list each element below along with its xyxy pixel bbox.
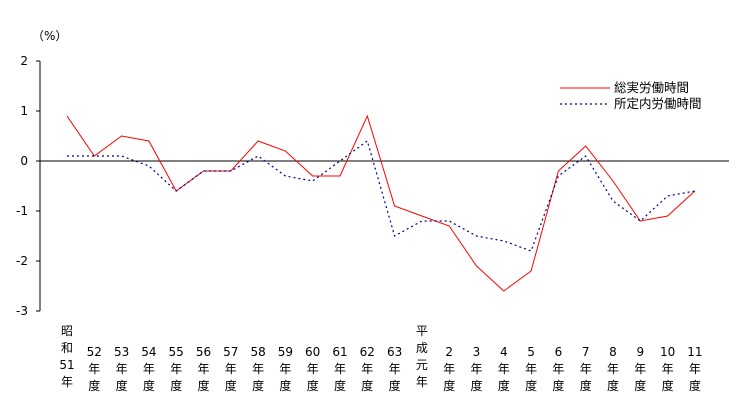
y-axis-unit-label: （%） — [32, 29, 67, 43]
y-axis-ticks: 2 1 0 -1 -2 -3 — [16, 54, 40, 318]
x-tick-label: 62 — [360, 345, 375, 359]
legend-label-scheduled: 所定内労働時間 — [614, 96, 702, 111]
x-tick-label: 4 — [500, 345, 508, 359]
x-tick-label: 年 — [470, 362, 482, 376]
x-tick-label: 52 — [87, 345, 102, 359]
series-line-total — [66, 114, 696, 292]
x-tick-label: 60 — [305, 345, 320, 359]
x-tick-label: 57 — [223, 345, 238, 359]
x-tick-label: 年 — [307, 362, 319, 376]
x-tick-label: 度 — [143, 378, 155, 393]
x-tick-label: 平 — [416, 324, 428, 338]
x-tick-label: 9 — [636, 345, 644, 359]
x-tick-label: 年 — [689, 362, 701, 376]
y-tick-label: -1 — [16, 204, 28, 218]
x-tick-label: 成 — [416, 341, 428, 355]
x-tick-label: 年 — [525, 362, 537, 376]
legend: 総実労働時間 所定内労働時間 — [560, 80, 702, 111]
x-tick-label: 度 — [607, 378, 619, 393]
x-tick-label: 61 — [332, 345, 347, 359]
x-tick-label: 度 — [525, 378, 537, 393]
x-tick-label: 年 — [279, 362, 291, 376]
x-tick-label: 11 — [687, 345, 702, 359]
x-tick-label: 年 — [552, 362, 564, 376]
x-tick-label: 度 — [170, 378, 182, 393]
x-tick-label: 度 — [552, 378, 564, 393]
x-tick-label: 年 — [389, 362, 401, 376]
x-tick-label: 年 — [252, 362, 264, 376]
x-tick-label: 56 — [196, 345, 211, 359]
x-tick-label: 63 — [387, 345, 402, 359]
y-tick-label: 1 — [20, 104, 28, 118]
x-tick-label: 8 — [609, 345, 617, 359]
x-tick-label: 度 — [498, 378, 510, 393]
x-tick-label: 2 — [445, 345, 453, 359]
x-tick-label: 元 — [416, 358, 428, 372]
x-tick-label: 度 — [88, 378, 100, 393]
x-tick-label: 年 — [498, 362, 510, 376]
x-tick-label: 59 — [278, 345, 293, 359]
x-tick-label: 年 — [61, 375, 73, 389]
x-tick-label: 年 — [116, 362, 128, 376]
x-tick-label: 度 — [334, 378, 346, 393]
x-tick-label: 51 — [59, 358, 74, 372]
x-tick-label: 度 — [361, 378, 373, 393]
x-tick-label: 昭 — [61, 324, 73, 338]
x-axis-labels: 昭和51年52年度53年度54年度55年度56年度57年度58年度59年度60年… — [59, 324, 702, 393]
x-tick-label: 53 — [114, 345, 129, 359]
x-tick-label: 6 — [555, 345, 563, 359]
y-tick-label: 0 — [20, 154, 28, 168]
x-tick-label: 年 — [225, 362, 237, 376]
x-tick-label: 度 — [307, 378, 319, 393]
x-tick-label: 54 — [141, 345, 156, 359]
x-tick-label: 度 — [279, 378, 291, 393]
x-tick-label: 5 — [527, 345, 535, 359]
x-tick-label: 年 — [361, 362, 373, 376]
y-tick-label: -2 — [16, 254, 28, 268]
x-tick-label: 度 — [443, 378, 455, 393]
x-tick-label: 年 — [197, 362, 209, 376]
x-tick-label: 7 — [582, 345, 590, 359]
x-tick-label: 年 — [662, 362, 674, 376]
series-line-scheduled — [67, 140, 696, 252]
x-tick-label: 年 — [170, 362, 182, 376]
x-tick-label: 度 — [116, 378, 128, 393]
x-tick-label: 度 — [662, 378, 674, 393]
y-tick-label: 2 — [20, 54, 28, 68]
x-tick-label: 度 — [225, 378, 237, 393]
series-lines — [66, 114, 696, 292]
x-tick-label: 10 — [660, 345, 675, 359]
x-tick-label: 年 — [607, 362, 619, 376]
axes — [39, 61, 729, 311]
x-tick-label: 度 — [689, 378, 701, 393]
x-tick-label: 年 — [416, 375, 428, 389]
x-tick-label: 度 — [389, 378, 401, 393]
x-tick-label: 度 — [252, 378, 264, 393]
x-tick-label: 3 — [473, 345, 481, 359]
x-tick-label: 年 — [143, 362, 155, 376]
y-tick-label: -3 — [16, 304, 28, 318]
legend-label-total: 総実労働時間 — [614, 80, 689, 95]
x-tick-label: 度 — [580, 378, 592, 393]
x-tick-label: 年 — [334, 362, 346, 376]
x-tick-label: 年 — [580, 362, 592, 376]
x-tick-label: 58 — [250, 345, 265, 359]
x-tick-label: 年 — [443, 362, 455, 376]
x-tick-label: 度 — [197, 378, 209, 393]
x-tick-label: 年 — [88, 362, 100, 376]
x-tick-label: 年 — [634, 362, 646, 376]
x-tick-label: 度 — [634, 378, 646, 393]
x-tick-label: 55 — [169, 345, 184, 359]
x-tick-label: 和 — [61, 341, 73, 355]
x-tick-label: 度 — [470, 378, 482, 393]
